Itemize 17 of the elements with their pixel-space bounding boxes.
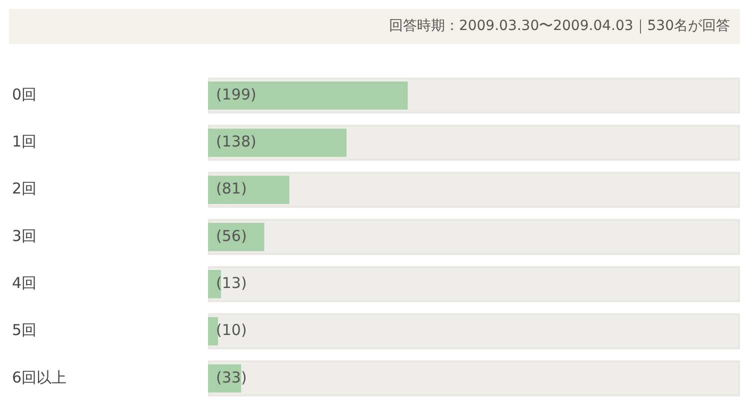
y-tick-label: 1回 [12, 132, 37, 151]
data-label: (56) [216, 226, 247, 245]
y-tick-label: 3回 [12, 226, 37, 245]
data-label: (10) [216, 321, 247, 340]
data-label: (81) [216, 180, 247, 198]
y-tick-label: 4回 [12, 274, 37, 292]
bar [208, 128, 347, 157]
y-tick-label: 0回 [12, 85, 37, 104]
data-label: (199) [216, 85, 256, 104]
bar [208, 317, 218, 346]
bar [208, 176, 290, 204]
data-label: (138) [216, 132, 256, 151]
data-label: (13) [216, 274, 247, 292]
y-tick-label: 2回 [12, 180, 37, 198]
chart-title: 回答時期：2009.03.30〜2009.04.03｜530名が回答 [9, 9, 740, 44]
y-tick-label: 6回以上 [12, 368, 67, 386]
y-tick-label: 5回 [12, 321, 37, 340]
